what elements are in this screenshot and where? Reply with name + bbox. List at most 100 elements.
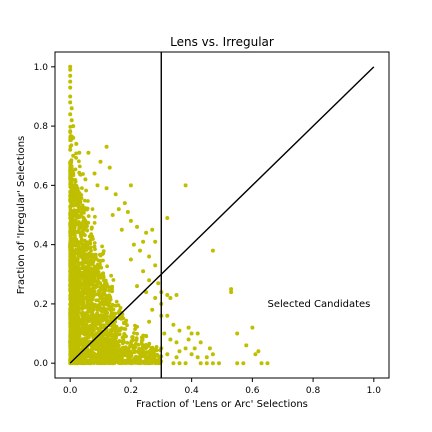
cloud-point [68, 172, 73, 177]
cloud-point [119, 354, 124, 359]
scatter-point [162, 331, 167, 336]
cloud-point [143, 354, 148, 358]
cloud-point [111, 278, 116, 282]
cloud-point [85, 340, 89, 344]
cloud-point [72, 282, 76, 287]
cloud-point [69, 209, 74, 214]
cloud-point [109, 288, 114, 292]
cloud-point [86, 240, 91, 245]
scatter-point [69, 118, 74, 123]
cloud-point [68, 297, 73, 302]
cloud-point [90, 225, 94, 230]
cloud-point [105, 318, 110, 323]
cloud-point [91, 279, 96, 284]
scatter-point [207, 346, 212, 351]
cloud-point [101, 338, 106, 343]
cloud-point [101, 318, 106, 322]
scatter-point [68, 112, 73, 117]
cloud-point [81, 341, 86, 345]
scatter-point [69, 106, 74, 111]
cloud-point [149, 360, 154, 365]
cloud-point [93, 359, 98, 364]
cloud-point [76, 346, 81, 351]
cloud-point [120, 346, 125, 350]
point-cloud [68, 124, 164, 366]
cloud-point [87, 361, 92, 366]
cloud-point [76, 240, 80, 244]
cloud-point [88, 354, 92, 359]
y-tick-label: 0.6 [34, 181, 49, 191]
scatter-point [174, 340, 179, 345]
scatter-point [68, 64, 73, 69]
cloud-point [91, 335, 96, 339]
scatter-point [147, 254, 152, 259]
cloud-point [145, 350, 150, 354]
cloud-point [80, 326, 85, 331]
cloud-point [68, 351, 73, 356]
cloud-point [111, 356, 116, 361]
cloud-point [116, 343, 121, 348]
cloud-point [69, 189, 74, 194]
cloud-point [126, 357, 131, 362]
cloud-point [68, 197, 73, 202]
scatter-point [204, 355, 209, 360]
scatter-point [68, 94, 73, 99]
y-tick-label: 0.4 [34, 241, 49, 251]
cloud-point [107, 300, 112, 305]
y-tick-label: 0.0 [34, 359, 49, 369]
cloud-point [123, 333, 127, 338]
reference-lines [69, 52, 375, 378]
cloud-point [113, 344, 117, 348]
cloud-point [84, 332, 88, 337]
scatter-point [186, 325, 191, 330]
cloud-point [82, 260, 87, 264]
x-tick-label: 0.2 [124, 386, 138, 396]
scatter-point [150, 307, 155, 312]
cloud-point [86, 255, 90, 260]
cloud-point [99, 286, 104, 291]
cloud-point [96, 305, 101, 309]
cloud-point [68, 179, 73, 183]
cloud-point [73, 179, 78, 184]
cloud-point [81, 228, 86, 233]
cloud-point [81, 219, 86, 224]
cloud-point [76, 359, 80, 363]
scatter-point [198, 340, 203, 345]
scatter-point [259, 361, 264, 366]
cloud-point [87, 317, 91, 322]
cloud-point [68, 327, 73, 332]
cloud-point [155, 352, 160, 357]
cloud-point [136, 349, 141, 353]
cloud-point [68, 268, 73, 273]
cloud-point [68, 221, 73, 226]
scatter-point [71, 124, 76, 129]
cloud-point [139, 347, 143, 351]
scatter-point [119, 227, 124, 232]
cloud-point [99, 342, 104, 347]
x-tick-label: 0.8 [306, 386, 321, 396]
cloud-point [74, 151, 78, 156]
cloud-point [127, 350, 131, 355]
scatter-point [68, 100, 73, 105]
scatter-point [177, 328, 182, 333]
cloud-point [68, 335, 73, 339]
cloud-point [93, 214, 97, 219]
cloud-point [103, 281, 107, 286]
cloud-point [86, 199, 90, 203]
x-axis-ticks: 0.0 0.2 0.4 0.6 0.8 1.0 [63, 378, 381, 396]
cloud-point [79, 221, 84, 226]
y-axis-ticks: 0.0 0.2 0.4 0.6 0.8 1.0 [34, 63, 55, 369]
cloud-point [98, 315, 103, 320]
cloud-point [106, 350, 111, 355]
scatter-point [183, 183, 188, 188]
cloud-point [94, 332, 99, 337]
scatter-point [265, 361, 270, 366]
cloud-point [98, 253, 103, 258]
cloud-point [137, 356, 142, 361]
x-tick-label: 0.4 [184, 386, 199, 396]
cloud-point [120, 341, 125, 346]
scatter-point [138, 248, 142, 253]
cloud-point [71, 321, 76, 326]
cloud-point [76, 204, 81, 209]
scatter-point [195, 331, 200, 336]
